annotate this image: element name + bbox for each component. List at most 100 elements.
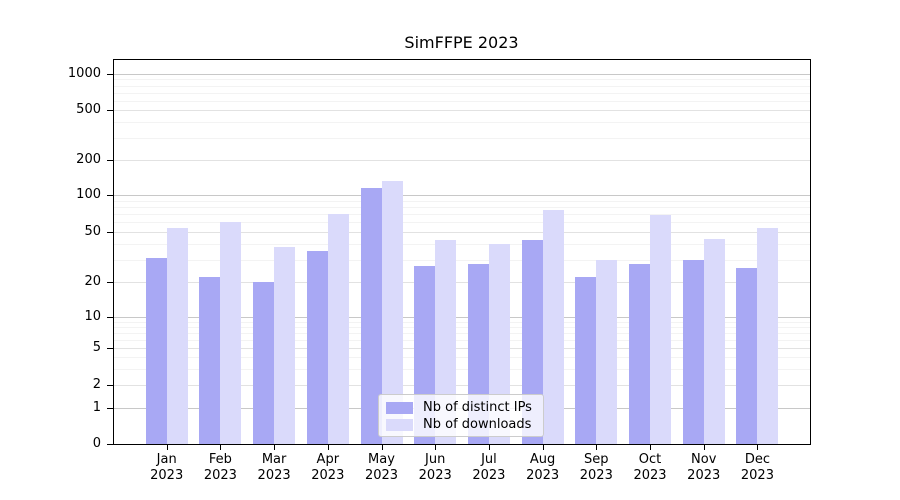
grid-line-minor — [114, 321, 810, 323]
x-tick-mark — [757, 445, 759, 450]
y-tick-mark — [107, 160, 113, 161]
grid-line — [114, 282, 810, 283]
y-tick-label: 2 — [92, 377, 101, 392]
x-tick-year: 2023 — [472, 467, 506, 483]
bar-ips-apr — [306, 251, 328, 444]
grid-line-minor — [114, 100, 810, 102]
x-tick-month: Jun — [425, 452, 446, 467]
x-tick-label: Jun 2023 — [403, 452, 467, 483]
legend-label-distinct-ips: Nb of distinct IPs — [423, 400, 532, 415]
grid-line-minor — [114, 332, 810, 334]
y-tick-mark — [107, 110, 113, 111]
y-tick-label: 200 — [76, 152, 101, 167]
x-tick-month: Feb — [208, 452, 232, 467]
bar-ips-nov — [682, 259, 704, 444]
x-tick-mark — [220, 445, 222, 450]
y-tick-label: 50 — [84, 224, 101, 239]
x-tick-label: May 2023 — [350, 452, 414, 483]
x-tick-mark — [488, 445, 490, 450]
grid-line — [114, 348, 810, 349]
grid-line-minor — [114, 339, 810, 341]
y-tick-mark — [107, 195, 113, 196]
legend-swatch-downloads — [386, 418, 413, 431]
grid-line — [114, 160, 810, 161]
grid-line-minor — [114, 214, 810, 216]
legend-label-downloads: Nb of downloads — [423, 417, 532, 432]
x-tick-month: Apr — [316, 452, 340, 467]
grid-line-minor — [114, 85, 810, 87]
y-tick-label: 100 — [76, 187, 101, 202]
legend-swatch-distinct-ips — [386, 401, 413, 414]
grid-line-minor — [114, 326, 810, 328]
grid-line-minor — [114, 79, 810, 81]
x-tick-mark — [703, 445, 705, 450]
grid-line-minor — [114, 357, 810, 358]
y-tick-mark — [107, 348, 113, 349]
grid-line-minor — [114, 368, 810, 370]
grid-line-minor — [114, 200, 810, 202]
y-tick-mark — [107, 282, 113, 283]
x-tick-label: Oct 2023 — [618, 452, 682, 483]
x-tick-year: 2023 — [203, 467, 237, 483]
grid-line — [114, 195, 810, 196]
grid-line-minor — [114, 122, 810, 124]
grid-line-minor — [114, 244, 810, 246]
plot-area — [113, 59, 811, 445]
bar-downloads-jan — [166, 227, 188, 444]
grid-line — [114, 385, 810, 386]
y-tick-mark — [107, 232, 113, 233]
x-tick-mark — [274, 445, 276, 450]
bar-downloads-may — [381, 180, 403, 444]
chart-title: SimFFPE 2023 — [404, 33, 519, 52]
x-tick-label: Jul 2023 — [457, 452, 521, 483]
legend-item-distinct-ips: Nb of distinct IPs — [386, 399, 537, 416]
x-tick-label: Jan 2023 — [135, 452, 199, 483]
y-tick-mark — [107, 385, 113, 386]
grid-line-minor — [114, 137, 810, 139]
bar-ips-may — [360, 187, 382, 444]
x-tick-label: Aug 2023 — [511, 452, 575, 483]
x-tick-label: Mar 2023 — [242, 452, 306, 483]
grid-line-minor — [114, 206, 810, 208]
x-tick-year: 2023 — [579, 467, 613, 483]
bar-ips-aug — [521, 240, 543, 444]
y-tick-label: 0 — [92, 436, 101, 451]
x-tick-month: Dec — [744, 452, 770, 467]
bar-downloads-feb — [220, 222, 242, 444]
x-tick-year: 2023 — [526, 467, 560, 483]
x-tick-year: 2023 — [311, 467, 345, 483]
x-tick-label: Dec 2023 — [725, 452, 789, 483]
y-tick-mark — [107, 444, 113, 445]
x-tick-mark — [650, 445, 652, 450]
y-tick-mark — [107, 74, 113, 75]
x-tick-year: 2023 — [257, 467, 291, 483]
x-tick-mark — [435, 445, 437, 450]
x-tick-mark — [166, 445, 168, 450]
y-tick-label: 1000 — [67, 66, 101, 81]
x-tick-month: Nov — [691, 452, 717, 467]
x-tick-year: 2023 — [633, 467, 667, 483]
bar-downloads-oct — [650, 214, 672, 444]
bar-ips-jan — [145, 258, 167, 444]
bar-ips-feb — [199, 276, 221, 444]
x-tick-month: Sep — [584, 452, 609, 467]
grid-line-minor — [114, 259, 810, 261]
x-tick-year: 2023 — [740, 467, 774, 483]
legend-item-downloads: Nb of downloads — [386, 416, 537, 433]
bar-downloads-aug — [542, 209, 564, 444]
x-tick-year: 2023 — [418, 467, 452, 483]
y-tick-mark — [107, 317, 113, 318]
x-tick-mark — [381, 445, 383, 450]
bar-downloads-nov — [703, 238, 725, 444]
x-tick-month: Aug — [529, 452, 556, 467]
bar-ips-dec — [736, 267, 758, 444]
x-tick-label: Feb 2023 — [188, 452, 252, 483]
x-tick-month: Oct — [638, 452, 662, 467]
x-tick-year: 2023 — [364, 467, 399, 483]
bar-downloads-sep — [596, 259, 618, 444]
bar-ips-oct — [629, 263, 651, 444]
x-tick-mark — [596, 445, 598, 450]
grid-line — [114, 110, 810, 111]
x-tick-mark — [542, 445, 544, 450]
